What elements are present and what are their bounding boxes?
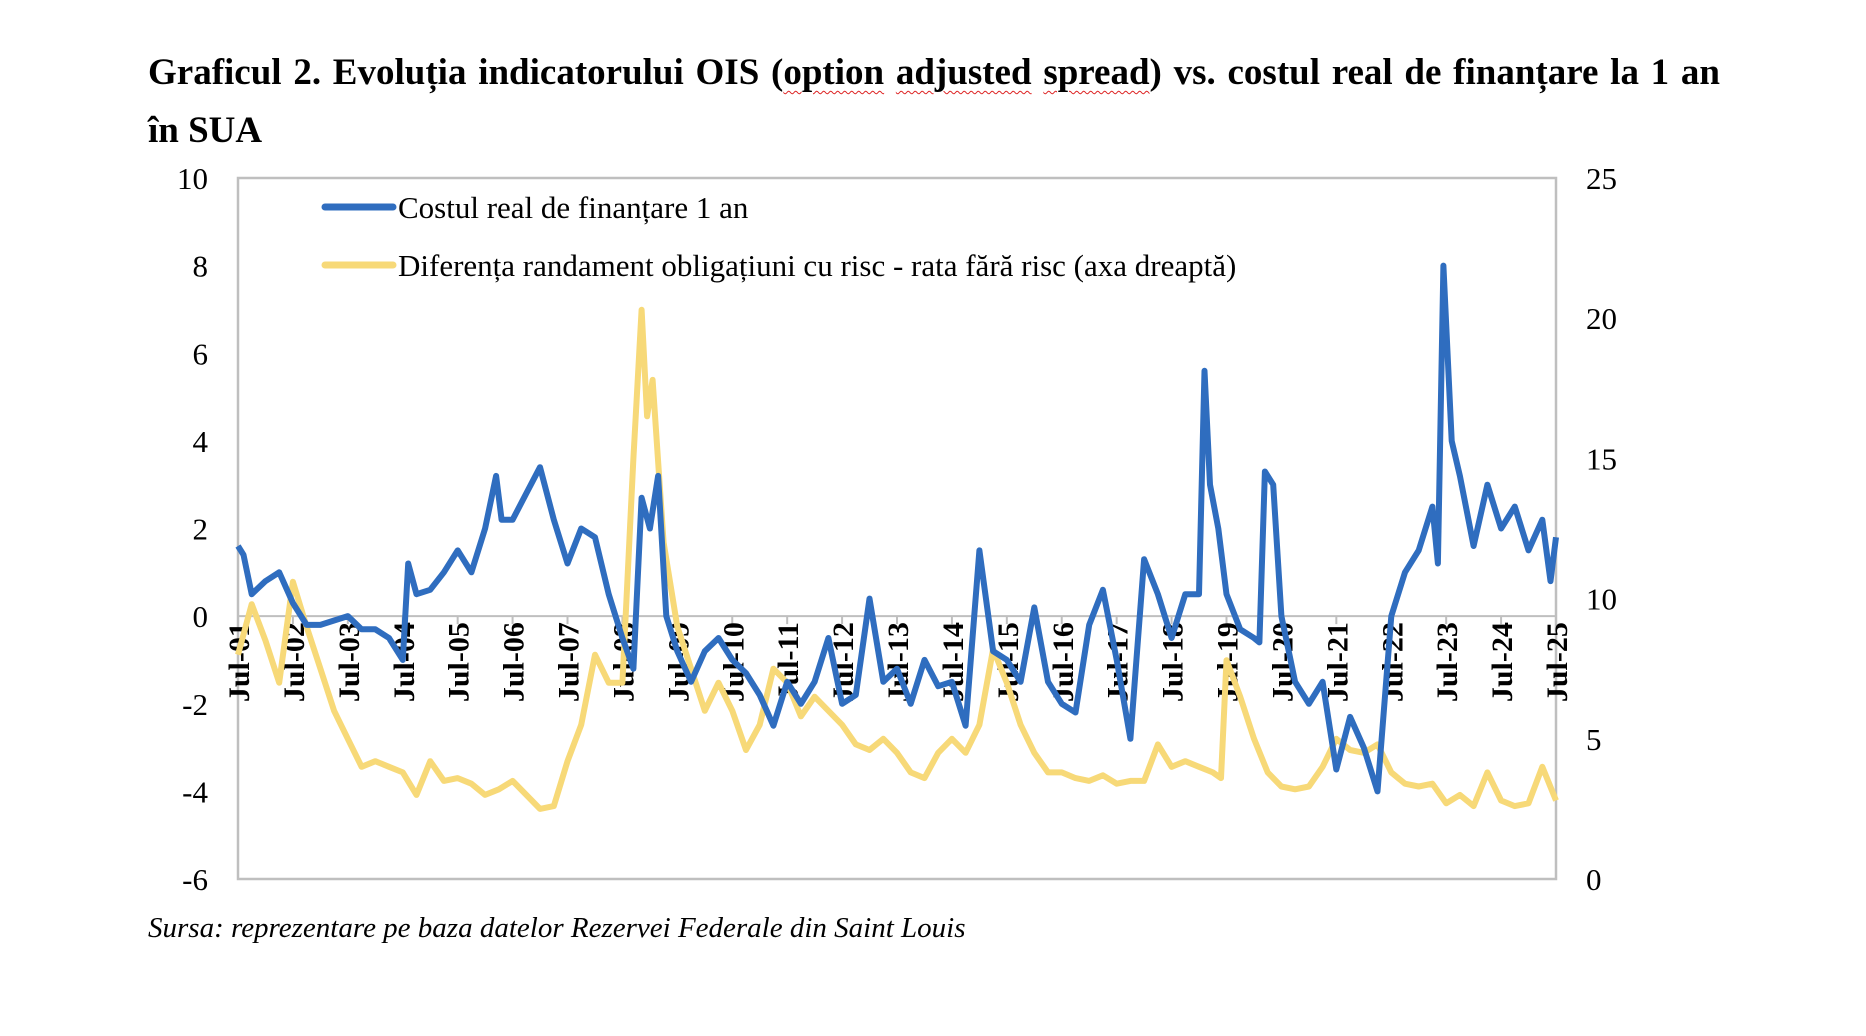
x-axis-tick-label: Jul-03 <box>333 622 366 702</box>
legend-label: Costul real de finanțare 1 an <box>398 190 749 225</box>
left-axis-tick: 10 <box>177 161 208 196</box>
title-word-option: option <box>783 52 885 93</box>
series-line-spread <box>235 306 1559 812</box>
x-axis-tick-label: Jul-01 <box>223 622 256 702</box>
right-axis-tick: 15 <box>1586 441 1617 476</box>
title-part: Graficul 2. Evoluția indicatorului OIS ( <box>148 52 784 93</box>
left-axis-tick: 6 <box>193 336 209 371</box>
right-axis-tick: 20 <box>1586 301 1617 336</box>
x-axis-tick-label: Jul-05 <box>443 622 476 702</box>
left-axis-tick: 8 <box>193 249 209 284</box>
left-axis-tick: -4 <box>182 774 208 809</box>
chart-title: Graficul 2. Evoluția indicatorului OIS (… <box>148 44 1720 160</box>
x-axis-tick-label: Jul-21 <box>1321 622 1354 702</box>
title-word-adjusted: adjusted <box>895 52 1032 93</box>
series-line-cost <box>235 262 1559 795</box>
legend-label: Diferența randament obligațiuni cu risc … <box>398 248 1236 283</box>
x-axis-tick-label: Jul-25 <box>1541 622 1574 702</box>
left-axis-tick: 2 <box>193 512 209 547</box>
left-axis-tick: -6 <box>182 862 208 897</box>
x-axis-tick-label: Jul-23 <box>1431 622 1464 702</box>
x-axis-tick-label: Jul-06 <box>498 622 531 702</box>
plot-area <box>236 176 1558 881</box>
left-axis-tick: 0 <box>193 599 209 634</box>
x-axis-tick-label: Jul-13 <box>882 622 915 702</box>
right-axis-tick: 25 <box>1586 161 1617 196</box>
source-note: Sursa: reprezentare pe baza datelor Reze… <box>148 912 966 944</box>
right-axis-tick: 0 <box>1586 862 1602 897</box>
title-part: ) vs. costul real de finanțare la 1 an î… <box>148 52 1721 151</box>
left-axis-tick: 4 <box>193 424 209 459</box>
x-axis-tick-label: Jul-24 <box>1486 622 1519 702</box>
right-axis-tick: 5 <box>1586 722 1602 757</box>
title-word-spread: spread <box>1043 52 1150 93</box>
right-axis-tick: 10 <box>1586 582 1617 617</box>
left-axis-tick: -2 <box>182 687 208 722</box>
x-axis-tick-label: Jul-07 <box>553 622 586 702</box>
